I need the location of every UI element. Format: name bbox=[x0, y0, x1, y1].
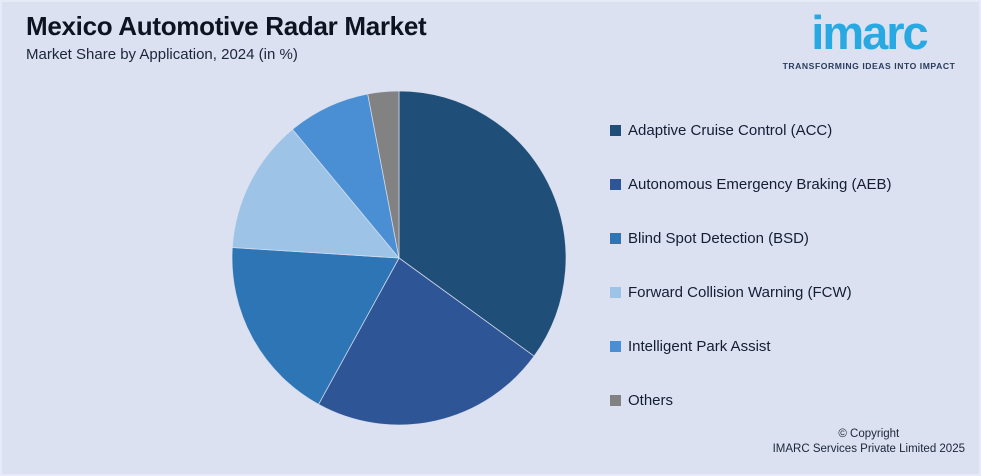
pie-chart bbox=[231, 90, 567, 426]
pie-slice bbox=[398, 90, 567, 357]
pie-slice bbox=[231, 247, 400, 405]
legend-item: Blind Spot Detection (BSD) bbox=[610, 229, 891, 247]
legend-item-label: Forward Collision Warning (FCW) bbox=[628, 283, 852, 301]
legend-swatch-icon bbox=[610, 394, 621, 406]
page-title: Mexico Automotive Radar Market bbox=[26, 11, 427, 41]
legend-item-label: Others bbox=[628, 391, 674, 409]
pie-slice bbox=[231, 128, 400, 259]
legend-swatch-icon bbox=[610, 124, 621, 136]
pie-slice bbox=[318, 257, 535, 426]
legend-item: Others bbox=[610, 391, 891, 409]
legend-item: Autonomous Emergency Braking (AEB) bbox=[610, 175, 892, 193]
copyright-line2: IMARC Services Private Limited 2025 bbox=[772, 443, 965, 456]
legend-item: Adaptive Cruise Control (ACC) bbox=[610, 121, 891, 139]
legend-swatch-icon bbox=[610, 232, 621, 244]
legend-swatch-icon bbox=[610, 286, 621, 298]
legend-item: Intelligent Park Assist bbox=[610, 337, 891, 355]
imarc-wordmark: imarc bbox=[811, 6, 928, 59]
legend-swatch-icon bbox=[610, 178, 621, 190]
legend-item-label: Intelligent Park Assist bbox=[628, 337, 771, 355]
copyright: © Copyright IMARC Services Private Limit… bbox=[773, 427, 965, 458]
legend-swatch-icon bbox=[610, 340, 621, 352]
page-subtitle: Market Share by Application, 2024 (in %) bbox=[26, 45, 298, 63]
legend-item-label: Blind Spot Detection (BSD) bbox=[628, 229, 809, 247]
header: Mexico Automotive Radar Market Market Sh… bbox=[26, 11, 427, 63]
pie-slice bbox=[367, 90, 400, 259]
legend-item-label: Adaptive Cruise Control (ACC) bbox=[628, 121, 833, 139]
legend-item: Forward Collision Warning (FCW) bbox=[610, 283, 891, 301]
imarc-logo: imarc TRANSFORMING IDEAS INTO IMPACT bbox=[771, 4, 967, 71]
imarc-tagline: TRANSFORMING IDEAS INTO IMPACT bbox=[782, 60, 956, 71]
legend-item-label: Autonomous Emergency Braking (AEB) bbox=[628, 175, 892, 193]
legend: Adaptive Cruise Control (ACC) Autonomous… bbox=[610, 121, 892, 409]
copyright-line1: © Copyright bbox=[838, 427, 900, 440]
